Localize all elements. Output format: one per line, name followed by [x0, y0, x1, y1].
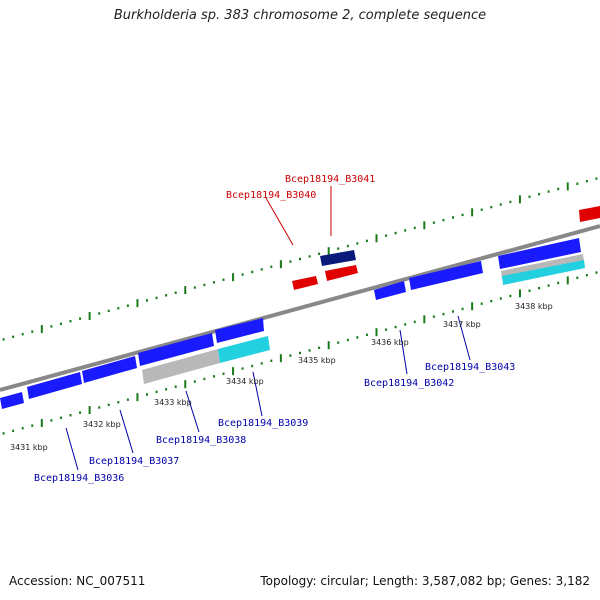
scale-label: 3433 kbp: [154, 398, 192, 407]
gene-label: Bcep18194_B3041: [285, 174, 375, 185]
gene-reverse[interactable]: [409, 261, 483, 290]
reverse-tick-row: [2, 271, 598, 435]
scale-label: 3435 kbp: [298, 356, 336, 365]
gene-label: Bcep18194_B3039: [218, 418, 308, 429]
gene-reverse[interactable]: [82, 356, 137, 383]
topology-summary: Topology: circular; Length: 3,587,082 bp…: [260, 574, 590, 588]
gene-forward-highlight[interactable]: [320, 250, 356, 266]
scale-label: 3434 kbp: [226, 377, 264, 386]
gene-label: Bcep18194_B3038: [156, 435, 246, 446]
forward-tick-row: [2, 177, 598, 341]
gene-reverse[interactable]: [138, 333, 214, 366]
scale-label: 3436 kbp: [371, 338, 409, 347]
scale-label: 3438 kbp: [515, 302, 553, 311]
gene-reverse[interactable]: [27, 372, 82, 399]
gene-label: Bcep18194_B3042: [364, 378, 454, 389]
gene-forward[interactable]: [292, 276, 318, 290]
gene-reverse[interactable]: [0, 392, 24, 409]
scale-label: 3431 kbp: [10, 443, 48, 452]
gene-reverse[interactable]: [374, 281, 406, 300]
gene-label: Bcep18194_B3036: [34, 473, 124, 484]
gene-label: Bcep18194_B3037: [89, 456, 179, 467]
gene-reverse[interactable]: [498, 238, 581, 269]
gene-rna-cyan[interactable]: [218, 336, 270, 363]
gene-rna[interactable]: [142, 349, 220, 384]
chromosome-backbone: [0, 224, 600, 392]
gene-forward[interactable]: [579, 206, 600, 222]
gene-label: Bcep18194_B3043: [425, 362, 515, 373]
gene-reverse[interactable]: [215, 318, 264, 343]
scale-label: 3432 kbp: [83, 420, 121, 429]
gene-forward[interactable]: [325, 265, 358, 281]
accession-label: Accession: NC_007511: [9, 574, 146, 588]
map-title: Burkholderia sp. 383 chromosome 2, compl…: [113, 8, 487, 23]
gene-rna-cyan[interactable]: [502, 260, 585, 285]
gene-label: Bcep18194_B3040: [226, 190, 316, 201]
scale-label: 3437 kbp: [443, 320, 481, 329]
